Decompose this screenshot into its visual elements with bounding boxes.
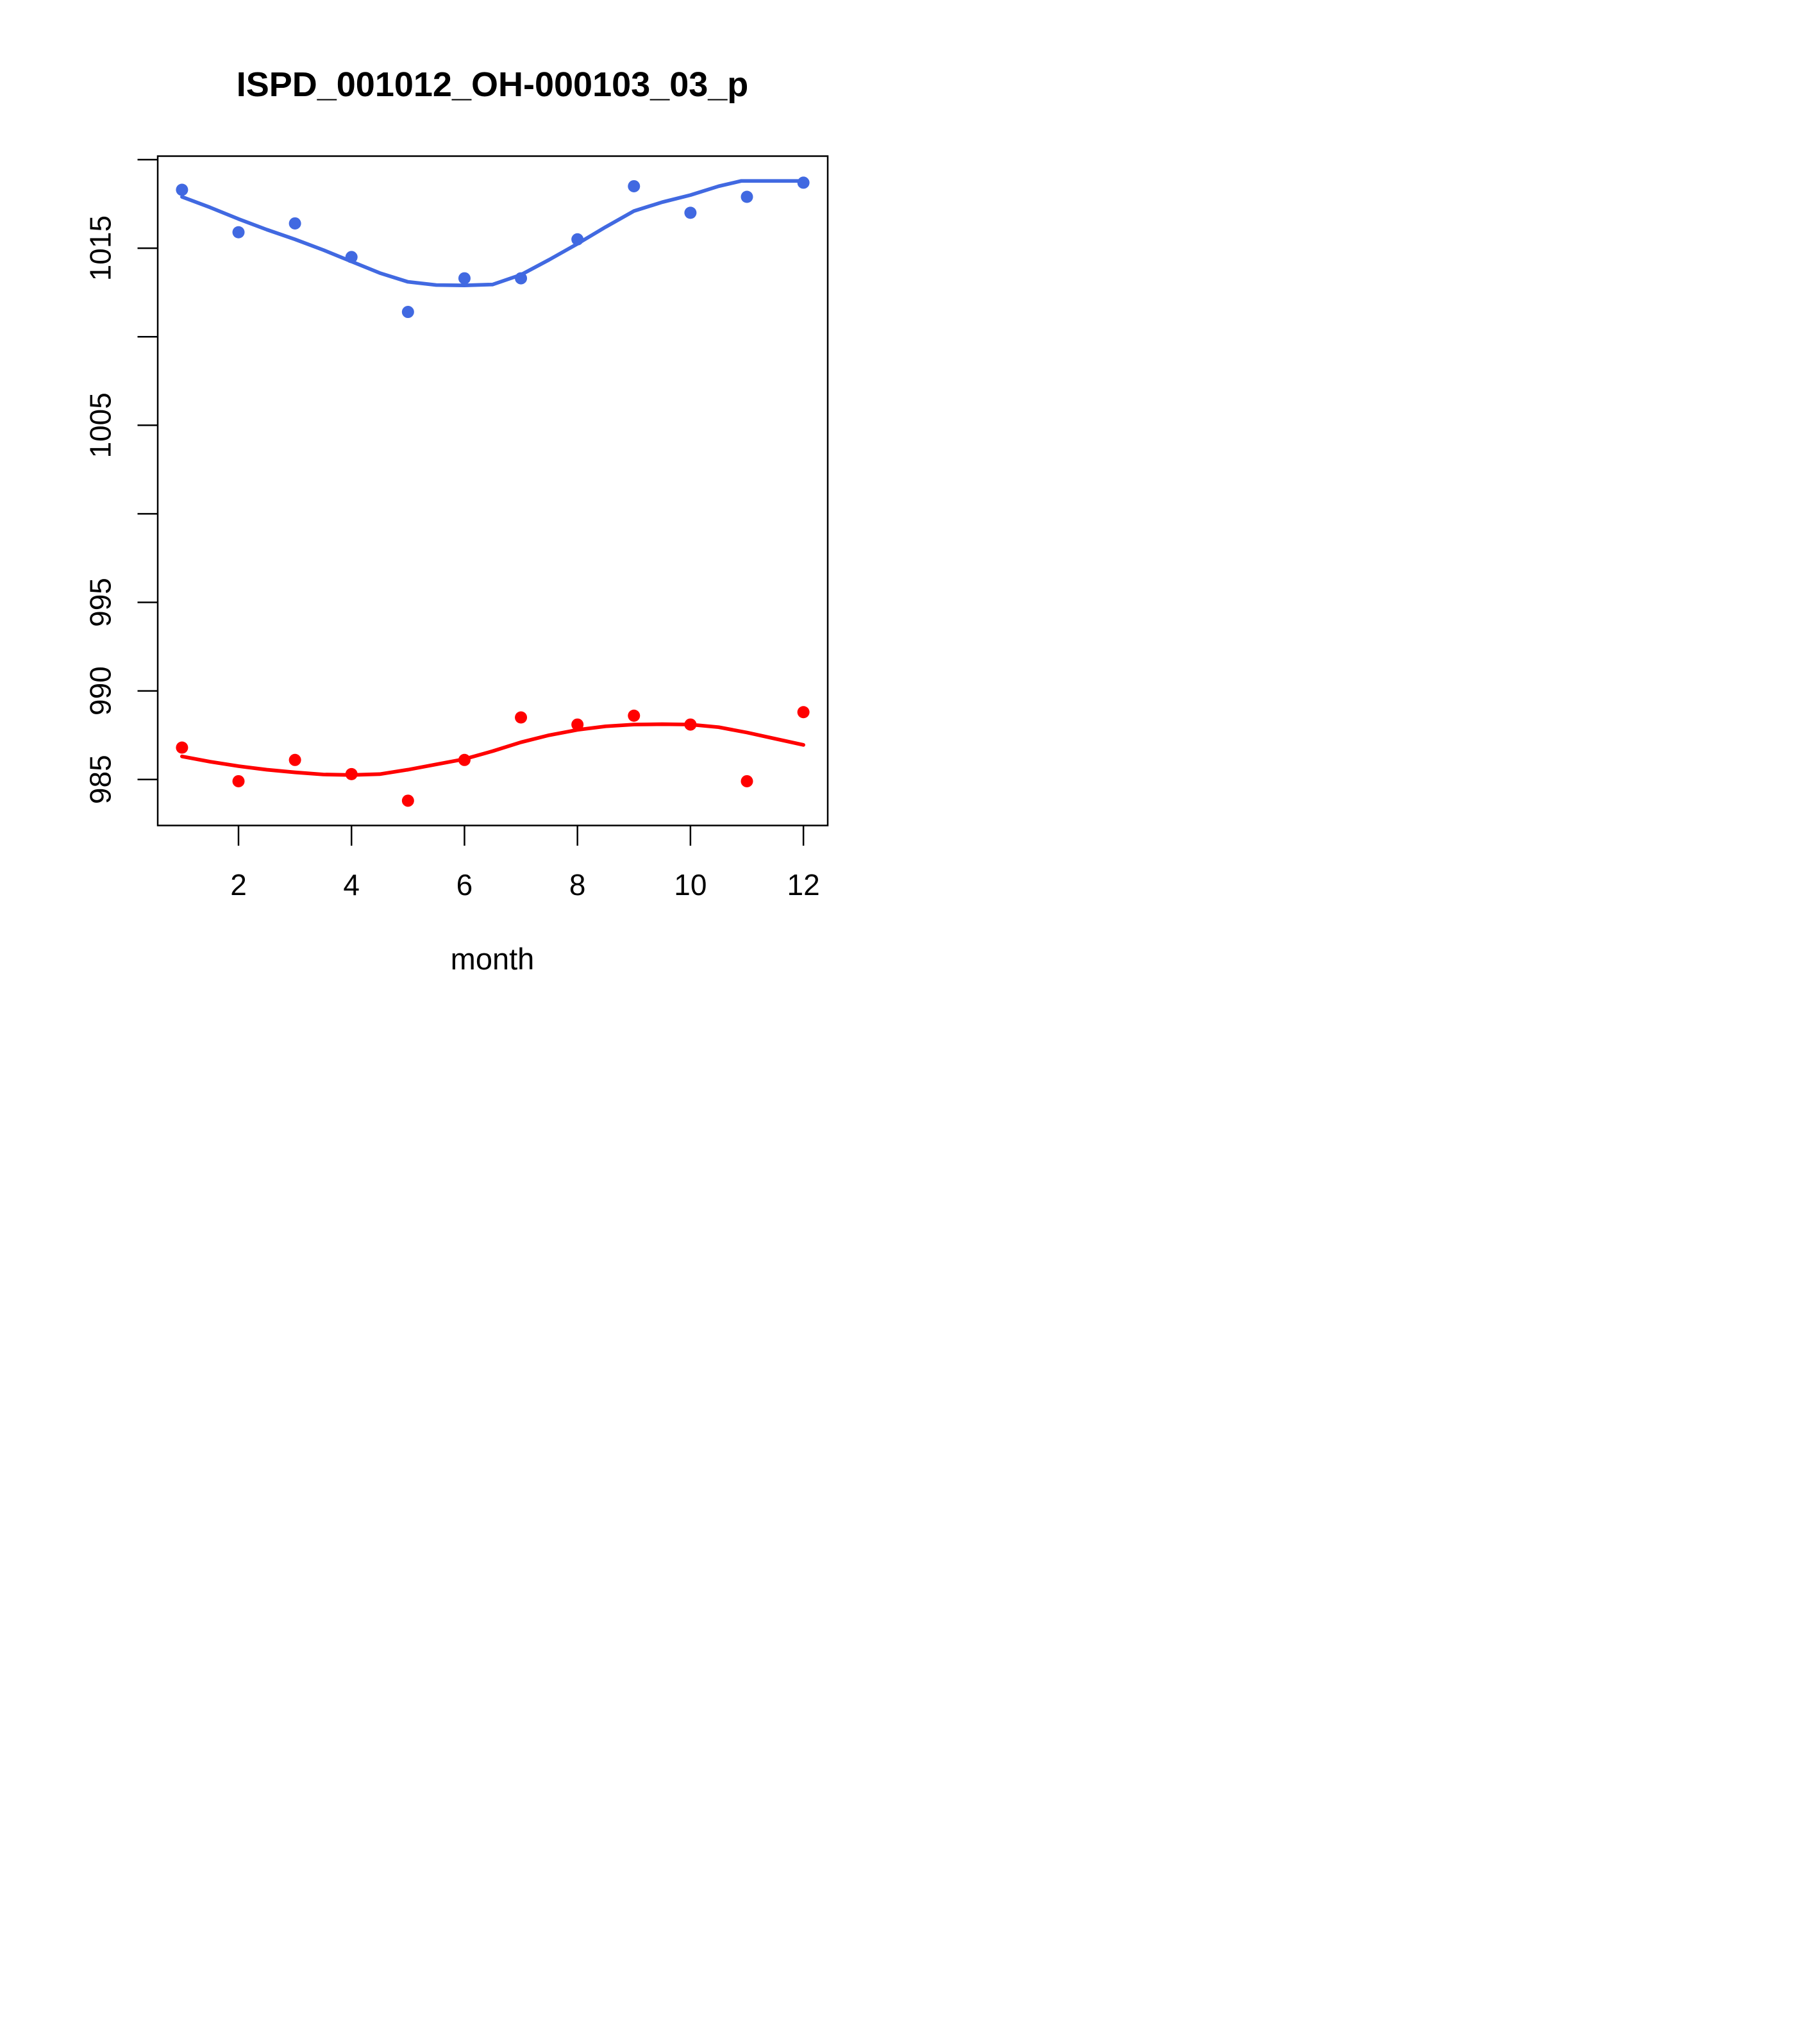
x-tick-label: 6 <box>456 868 473 901</box>
red-point <box>289 753 301 766</box>
red-point <box>741 775 753 787</box>
red-point <box>401 794 414 807</box>
chart-title: ISPD_001012_OH-000103_03_p <box>237 65 749 104</box>
red-point <box>515 711 528 724</box>
red-point <box>797 706 810 719</box>
red-point <box>232 775 245 787</box>
blue-point <box>628 180 641 192</box>
red-point <box>571 718 584 731</box>
y-tick-label: 1005 <box>84 392 117 458</box>
y-tick-label: 1015 <box>84 215 117 281</box>
blue-point <box>232 226 245 239</box>
blue-point <box>289 217 301 230</box>
chart-canvas: ISPD_001012_OH-000103_03_p 2 4 6 8 10 12 985 99… <box>84 65 829 976</box>
r-plot-figure: ISPD_001012_OH-000103_03_p 2 4 6 8 10 12 985 99… <box>0 0 908 1022</box>
blue-point <box>458 272 471 285</box>
blue-smooth-curve <box>180 179 805 287</box>
blue-point <box>401 306 414 319</box>
plot-area: 2 4 6 8 10 12 985 990 995 1005 1015 <box>84 155 829 901</box>
x-axis-title: month <box>451 942 535 976</box>
red-smooth-curve <box>180 722 805 777</box>
y-tick-label: 995 <box>84 578 117 627</box>
x-tick-label: 12 <box>787 868 820 901</box>
blue-point <box>176 183 188 196</box>
x-tick-label: 4 <box>343 868 360 901</box>
x-tick-label: 8 <box>569 868 586 901</box>
red-point <box>176 741 188 754</box>
x-tick-label: 10 <box>674 868 707 901</box>
blue-point <box>684 206 697 219</box>
y-tick-label: 990 <box>84 666 117 716</box>
blue-point <box>741 190 753 203</box>
y-tick-label: 985 <box>84 755 117 804</box>
x-tick-label: 2 <box>230 868 247 901</box>
plot-box <box>156 155 829 826</box>
red-point <box>628 709 641 722</box>
